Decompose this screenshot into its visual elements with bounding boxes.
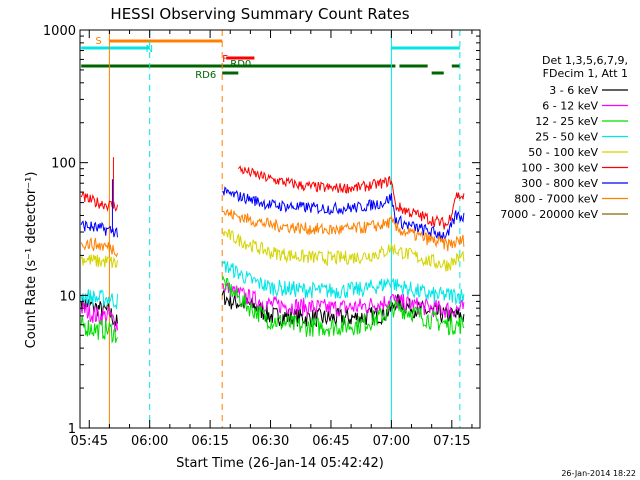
y-axis-label: Count Rate (s⁻¹ detector⁻¹)	[24, 172, 39, 349]
x-tick-label: 07:15	[433, 434, 470, 449]
legend-entry-label: 6 - 12 keV	[542, 100, 598, 113]
footer-date: 26-Jan-2014 18:22	[561, 469, 636, 478]
y-tick-label: 100	[51, 157, 76, 172]
legend: Det 1,3,5,6,7,9,FDecim 1, Att 1 3 - 6 keV…	[500, 54, 628, 221]
x-tick-label: 06:30	[252, 434, 289, 449]
legend-entry-label: 300 - 800 keV	[521, 177, 598, 190]
axes: 1 10 100 1000 05:45 06:00 06:15 06:30 06:45 07:00…	[43, 24, 481, 449]
y-tick-label: 10	[59, 289, 76, 304]
y-tick-label: 1000	[43, 24, 76, 39]
chart-title: HESSI Observing Summary Count Rates	[110, 5, 409, 23]
flag-label-rd0: RD0	[230, 59, 251, 70]
x-tick-label: 06:45	[312, 434, 349, 449]
flag-label-n: N	[146, 44, 153, 55]
legend-header: Det 1,3,5,6,7,9,	[542, 54, 628, 67]
series-line-8	[80, 208, 465, 258]
series-line-3	[80, 275, 465, 344]
legend-entry-label: 7000 - 20000 keV	[500, 208, 598, 221]
legend-entry-label: 12 - 25 keV	[535, 115, 598, 128]
y-tick-label: 1	[68, 422, 76, 437]
time-markers	[108, 30, 461, 428]
legend-entry-label: 100 - 300 keV	[521, 162, 598, 175]
series-line-7	[80, 186, 465, 242]
x-tick-label: 07:00	[373, 434, 410, 449]
flag-label-s: S	[95, 36, 101, 47]
series-line-5	[80, 229, 465, 272]
legend-entry-label: 3 - 6 keV	[549, 84, 598, 97]
series-line-4	[80, 260, 465, 310]
legend-entry-label: 50 - 100 keV	[528, 146, 598, 159]
legend-entry-label: 800 - 7000 keV	[514, 193, 598, 206]
flag-label-f: F	[222, 54, 228, 65]
x-tick-label: 05:45	[71, 434, 108, 449]
flag-bars: S N F RD0 RD6	[81, 36, 460, 81]
series-line-6	[80, 165, 465, 230]
series-lines	[80, 157, 465, 344]
plot-frame	[79, 29, 481, 429]
legend-entry-label: 25 - 50 keV	[535, 131, 598, 144]
x-axis-label: Start Time (26-Jan-14 05:42:42)	[176, 456, 384, 471]
x-tick-label: 06:15	[191, 434, 228, 449]
legend-header: FDecim 1, Att 1	[543, 67, 628, 80]
flag-label-rd6: RD6	[195, 70, 216, 81]
x-tick-label: 06:00	[131, 434, 168, 449]
